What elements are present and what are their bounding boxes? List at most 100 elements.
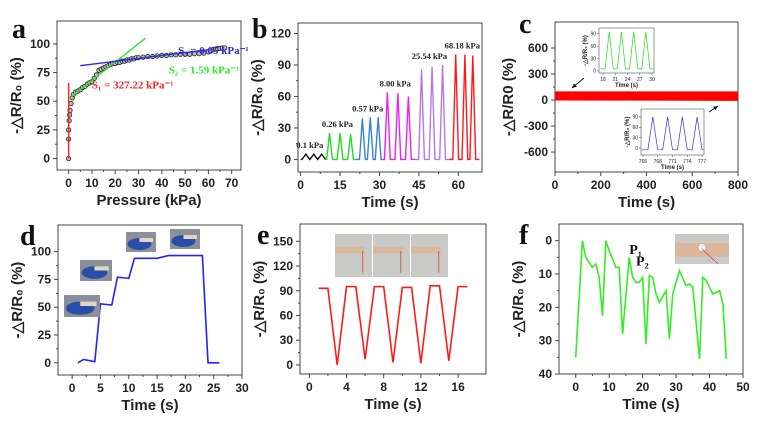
y-tick-label: 0 <box>286 358 293 372</box>
y-tick-label: 40 <box>539 367 553 381</box>
series-line <box>68 37 146 100</box>
x-tick-label: 774 <box>683 159 692 165</box>
x-tick-label: 600 <box>682 178 702 192</box>
series-line <box>574 240 728 360</box>
arrow-icon <box>708 105 719 113</box>
y-tick-label: 100 <box>31 245 51 259</box>
y-axis-title: -△R/R₀ (%) <box>582 35 589 66</box>
y-tick-label: 20 <box>539 300 553 314</box>
y-tick-label: 75 <box>37 66 51 80</box>
series-line <box>600 31 654 70</box>
x-tick-label: 15 <box>333 178 347 192</box>
y-tick-label: 50 <box>38 300 52 314</box>
x-tick-label: 12 <box>414 380 428 394</box>
x-axis-title: Time (s) <box>622 396 679 413</box>
x-tick-label: 30 <box>132 176 146 190</box>
x-tick-label: 16 <box>451 380 465 394</box>
plot-frame <box>56 20 242 171</box>
y-tick-label: 60 <box>280 308 294 322</box>
chart-d: 0 5 10 15 20 25 30 0 25 50 75 100 Time (s) -△R/R₀ (%) <box>9 224 249 414</box>
y-tick-label: 30 <box>280 333 294 347</box>
y-tick-label: 120 <box>271 26 291 40</box>
x-tick-label: 768 <box>654 159 663 165</box>
panel-letter-e: e <box>257 220 269 251</box>
x-tick-label: 5 <box>97 381 104 395</box>
x-tick-label: 20 <box>109 176 123 190</box>
panel-letter-b: b <box>252 14 268 45</box>
y-axis-title: -△R/R₀ (%) <box>9 262 26 339</box>
x-tick-label: 60 <box>452 178 466 192</box>
pressure-label: 68.18 kPa <box>445 40 481 50</box>
y-tick-label: 90 <box>590 31 596 37</box>
y-tick-label: -600 <box>524 145 548 159</box>
x-tick-label: 200 <box>591 178 611 192</box>
x-tick-label: 800 <box>728 178 748 192</box>
pressure-label: 0.1 kPa <box>296 140 324 150</box>
y-tick-label: 25 <box>37 123 51 137</box>
x-axis-title: Time (s) <box>361 194 418 211</box>
y-tick-label: 30 <box>278 121 292 135</box>
x-tick-label: 10 <box>122 381 136 395</box>
inset-photo <box>64 295 100 317</box>
series-line <box>300 152 327 161</box>
chart-c-inset-1: 18 21 24 27 30 0 30 60 90 Time (s) -△R/R₀ (%) <box>582 27 655 89</box>
pressure-label: 25.54 kPa <box>412 51 448 61</box>
series-line <box>318 285 468 366</box>
y-tick-label: 0 <box>635 146 638 152</box>
inset-photo <box>80 260 112 281</box>
x-tick-label: 771 <box>668 159 677 165</box>
data-point <box>68 100 74 107</box>
panel-letter-c: c <box>519 9 531 40</box>
arrow-icon <box>571 77 585 89</box>
inset-photo <box>170 229 200 249</box>
data-point <box>222 45 228 51</box>
plot-frame <box>598 27 655 74</box>
y-tick-label: 90 <box>280 284 294 298</box>
y-tick-label: 0 <box>541 93 548 107</box>
x-tick-label: 0 <box>65 176 72 190</box>
x-tick-label: 8 <box>380 380 387 394</box>
x-axis-title: Time (s) <box>121 397 178 414</box>
panel-letter-a: a <box>12 14 26 45</box>
series-line <box>641 116 704 151</box>
y-axis-title: -△R/R₀ (%) <box>624 117 631 148</box>
y-tick-label: 120 <box>273 259 293 273</box>
y-tick-label: 0 <box>593 69 596 75</box>
panel-letter-f: f <box>519 220 529 251</box>
annotation-label: S₁ = 327.22 kPa⁻¹ <box>92 80 174 92</box>
y-axis-title: -△R/R₀ (%) <box>510 261 527 338</box>
x-tick-label: 20 <box>179 381 193 395</box>
x-tick-label: 0 <box>572 380 579 394</box>
chart-c-inset-2: 765 768 771 774 777 0 30 60 90 Time (s) -△R/R₀ (%) <box>624 108 706 171</box>
y-tick-label: 0 <box>44 356 51 370</box>
x-tick-label: 765 <box>639 159 648 165</box>
annotation-label: P₁ <box>629 243 642 258</box>
x-tick-label: 4 <box>343 380 350 394</box>
x-axis-title: Time (s) <box>661 165 684 171</box>
chart-e: 0 4 8 12 16 0 30 60 90 120 150 Time (s) -△R/R₀ (%) <box>251 223 487 413</box>
y-axis-title: -△R/R₀ (%) <box>8 57 25 134</box>
y-tick-label: 300 <box>528 67 548 81</box>
chart-b: 0 15 30 45 60 0 30 60 90 120 Time (s) -△R/R₀ (%) 0.1… <box>249 22 483 211</box>
x-tick-label: 0 <box>306 380 313 394</box>
panel-letter-d: d <box>20 221 36 252</box>
annotation-label: S₃ = 0.05 kPa⁻¹ <box>178 45 249 57</box>
signal-band <box>555 91 738 101</box>
x-tick-label: 25 <box>207 381 221 395</box>
x-tick-label: 400 <box>636 178 656 192</box>
y-tick-label: 150 <box>273 234 293 248</box>
y-tick-label: 0 <box>284 152 291 166</box>
y-tick-label: 100 <box>30 37 50 51</box>
inset-photo <box>411 234 448 277</box>
x-tick-label: 0 <box>552 178 559 192</box>
x-tick-label: 30 <box>649 77 655 83</box>
inset-photo <box>335 234 372 277</box>
x-tick-label: 21 <box>613 77 619 83</box>
x-axis-title: Time (s) <box>615 83 638 89</box>
x-tick-label: 60 <box>202 176 216 190</box>
y-tick-label: 10 <box>539 267 553 281</box>
x-tick-label: 70 <box>225 176 239 190</box>
x-tick-label: 30 <box>235 381 249 395</box>
x-tick-label: 40 <box>155 176 169 190</box>
